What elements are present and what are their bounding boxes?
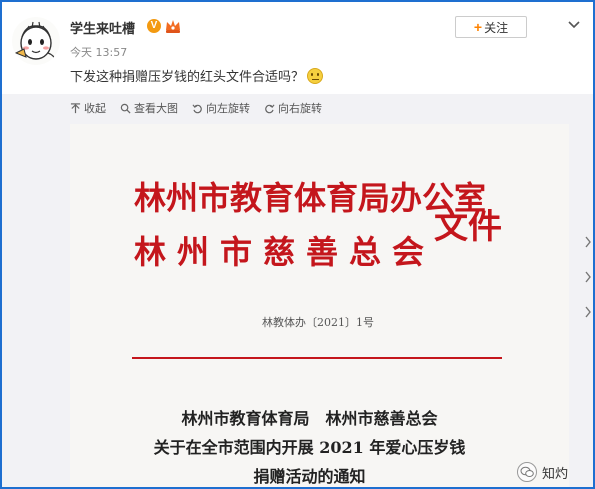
view-large-label: 查看大图 [134,102,178,115]
document-red-rule [132,357,502,359]
rotate-left-icon [192,103,202,113]
rotate-right-label: 向右旋转 [278,102,322,115]
document-org-line-1: 林州市教育体育局办公室 [134,179,487,217]
document-image[interactable]: 林州市教育体育局办公室 林州市慈善总会 文件 林教体办〔2021〕1号 林州市教… [70,124,569,487]
scroll-right-icon[interactable] [584,304,592,318]
document-org-line-2: 林州市慈善总会 [134,233,436,271]
media-panel: 收起 查看大图 向左旋转 向右旋转 林州市教育体育局办公室 林州市慈善总会 文件… [2,94,593,487]
image-toolbar: 收起 查看大图 向左旋转 向右旋转 [70,100,322,116]
chevron-down-icon[interactable] [564,14,584,34]
watermark: 知灼 [517,462,568,482]
document-number: 林教体办〔2021〕1号 [262,316,374,329]
rotate-right-icon [265,103,275,113]
plus-icon: + [473,19,483,35]
rotate-left-button[interactable]: 向左旋转 [192,100,250,116]
member-crown-icon [164,18,182,34]
rotate-left-label: 向左旋转 [206,102,250,115]
avatar[interactable] [12,17,60,65]
view-large-button[interactable]: 查看大图 [120,100,178,116]
watermark-text: 知灼 [542,466,569,482]
rotate-right-button[interactable]: 向右旋转 [264,100,322,116]
verified-badge: V [147,19,161,33]
document-title-line-2: 关于在全市范围内开展 2021 年爱心压岁钱 [153,438,466,457]
follow-button[interactable]: + 关注 [455,16,527,38]
document-file-word: 文件 [434,207,502,247]
post-time[interactable]: 今天 13:57 [70,46,128,59]
username[interactable]: 学生来吐槽 [70,22,136,37]
scroll-right-icon[interactable] [584,234,592,248]
collapse-label: 收起 [84,102,106,115]
wechat-icon [517,462,537,482]
scroll-right-icon[interactable] [584,269,592,283]
magnifier-icon [120,103,131,114]
post-content: 下发这种捐赠压岁钱的红头文件合适吗？ [70,66,324,85]
collapse-button[interactable]: 收起 [70,100,106,116]
follow-label: 关注 [484,20,509,35]
weibo-post-header: 学生来吐槽 V 今天 13:57 下发这种捐赠压岁钱的红头文件合适吗？ + 关注 [2,2,593,94]
post-text: 下发这种捐赠压岁钱的红头文件合适吗？ [70,70,305,85]
cartoon-avatar-icon [14,21,57,62]
arrow-up-icon [70,102,81,113]
document-title-line-1: 林州市教育体育局 林州市慈善总会 [181,409,438,428]
document-title-line-3: 捐赠活动的通知 [253,467,366,486]
pensive-face-icon [307,68,324,84]
